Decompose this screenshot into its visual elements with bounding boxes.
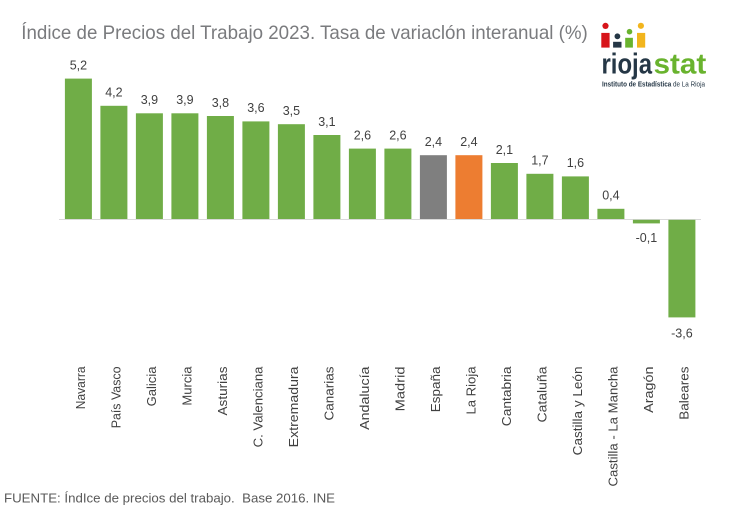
svg-text:2,6: 2,6 (389, 128, 406, 142)
svg-text:3,5: 3,5 (283, 104, 300, 118)
svg-text:3,9: 3,9 (141, 93, 158, 107)
svg-text:2,6: 2,6 (354, 128, 371, 142)
svg-text:2,1: 2,1 (496, 143, 513, 157)
svg-text:stat: stat (654, 48, 707, 80)
svg-text:1,6: 1,6 (567, 156, 584, 170)
svg-text:C. Valenciana: C. Valenciana (251, 366, 266, 448)
svg-text:Andalucía: Andalucía (357, 366, 372, 430)
svg-text:2,4: 2,4 (425, 135, 442, 149)
svg-text:Canarias: Canarias (322, 367, 337, 421)
svg-text:Asturias: Asturias (215, 367, 230, 416)
svg-text:2,4: 2,4 (460, 135, 477, 149)
svg-text:País Vasco: País Vasco (109, 367, 124, 429)
svg-text:3,6: 3,6 (247, 101, 264, 115)
svg-text:Baleares: Baleares (677, 367, 692, 420)
svg-text:-0,1: -0,1 (636, 231, 658, 245)
svg-text:España: España (428, 366, 443, 413)
svg-text:Navarra: Navarra (73, 366, 88, 410)
svg-text:Instituto de Estadística de La: Instituto de Estadística de La Rioja (602, 79, 706, 88)
svg-text:1,7: 1,7 (531, 154, 548, 168)
svg-text:Aragón: Aragón (641, 367, 656, 413)
svg-text:Madrid: Madrid (393, 367, 408, 412)
svg-text:FUENTE: ÍndIce de precios del: FUENTE: ÍndIce de precios del trabajo. B… (4, 490, 335, 505)
svg-text:La Rioja: La Rioja (464, 366, 479, 415)
svg-text:Extremadura: Extremadura (286, 366, 301, 448)
svg-text:Castilla - La Mancha: Castilla - La Mancha (606, 366, 621, 487)
svg-text:Castilla y León: Castilla y León (570, 367, 585, 456)
svg-text:3,9: 3,9 (176, 93, 193, 107)
svg-text:Cataluña: Cataluña (535, 366, 550, 423)
svg-text:4,2: 4,2 (105, 86, 122, 100)
svg-text:Índice de Precios del Trabajo: Índice de Precios del Trabajo 2023. Tasa… (21, 21, 588, 44)
svg-text:3,8: 3,8 (212, 96, 229, 110)
svg-text:Murcia: Murcia (180, 366, 195, 406)
svg-text:rioja: rioja (602, 48, 653, 80)
svg-text:3,1: 3,1 (318, 115, 335, 129)
svg-text:-3,6: -3,6 (671, 326, 693, 340)
svg-text:0,4: 0,4 (602, 188, 619, 202)
svg-text:Galicia: Galicia (144, 366, 159, 407)
svg-text:Cantabria: Cantabria (499, 366, 514, 427)
svg-text:5,2: 5,2 (70, 58, 87, 72)
